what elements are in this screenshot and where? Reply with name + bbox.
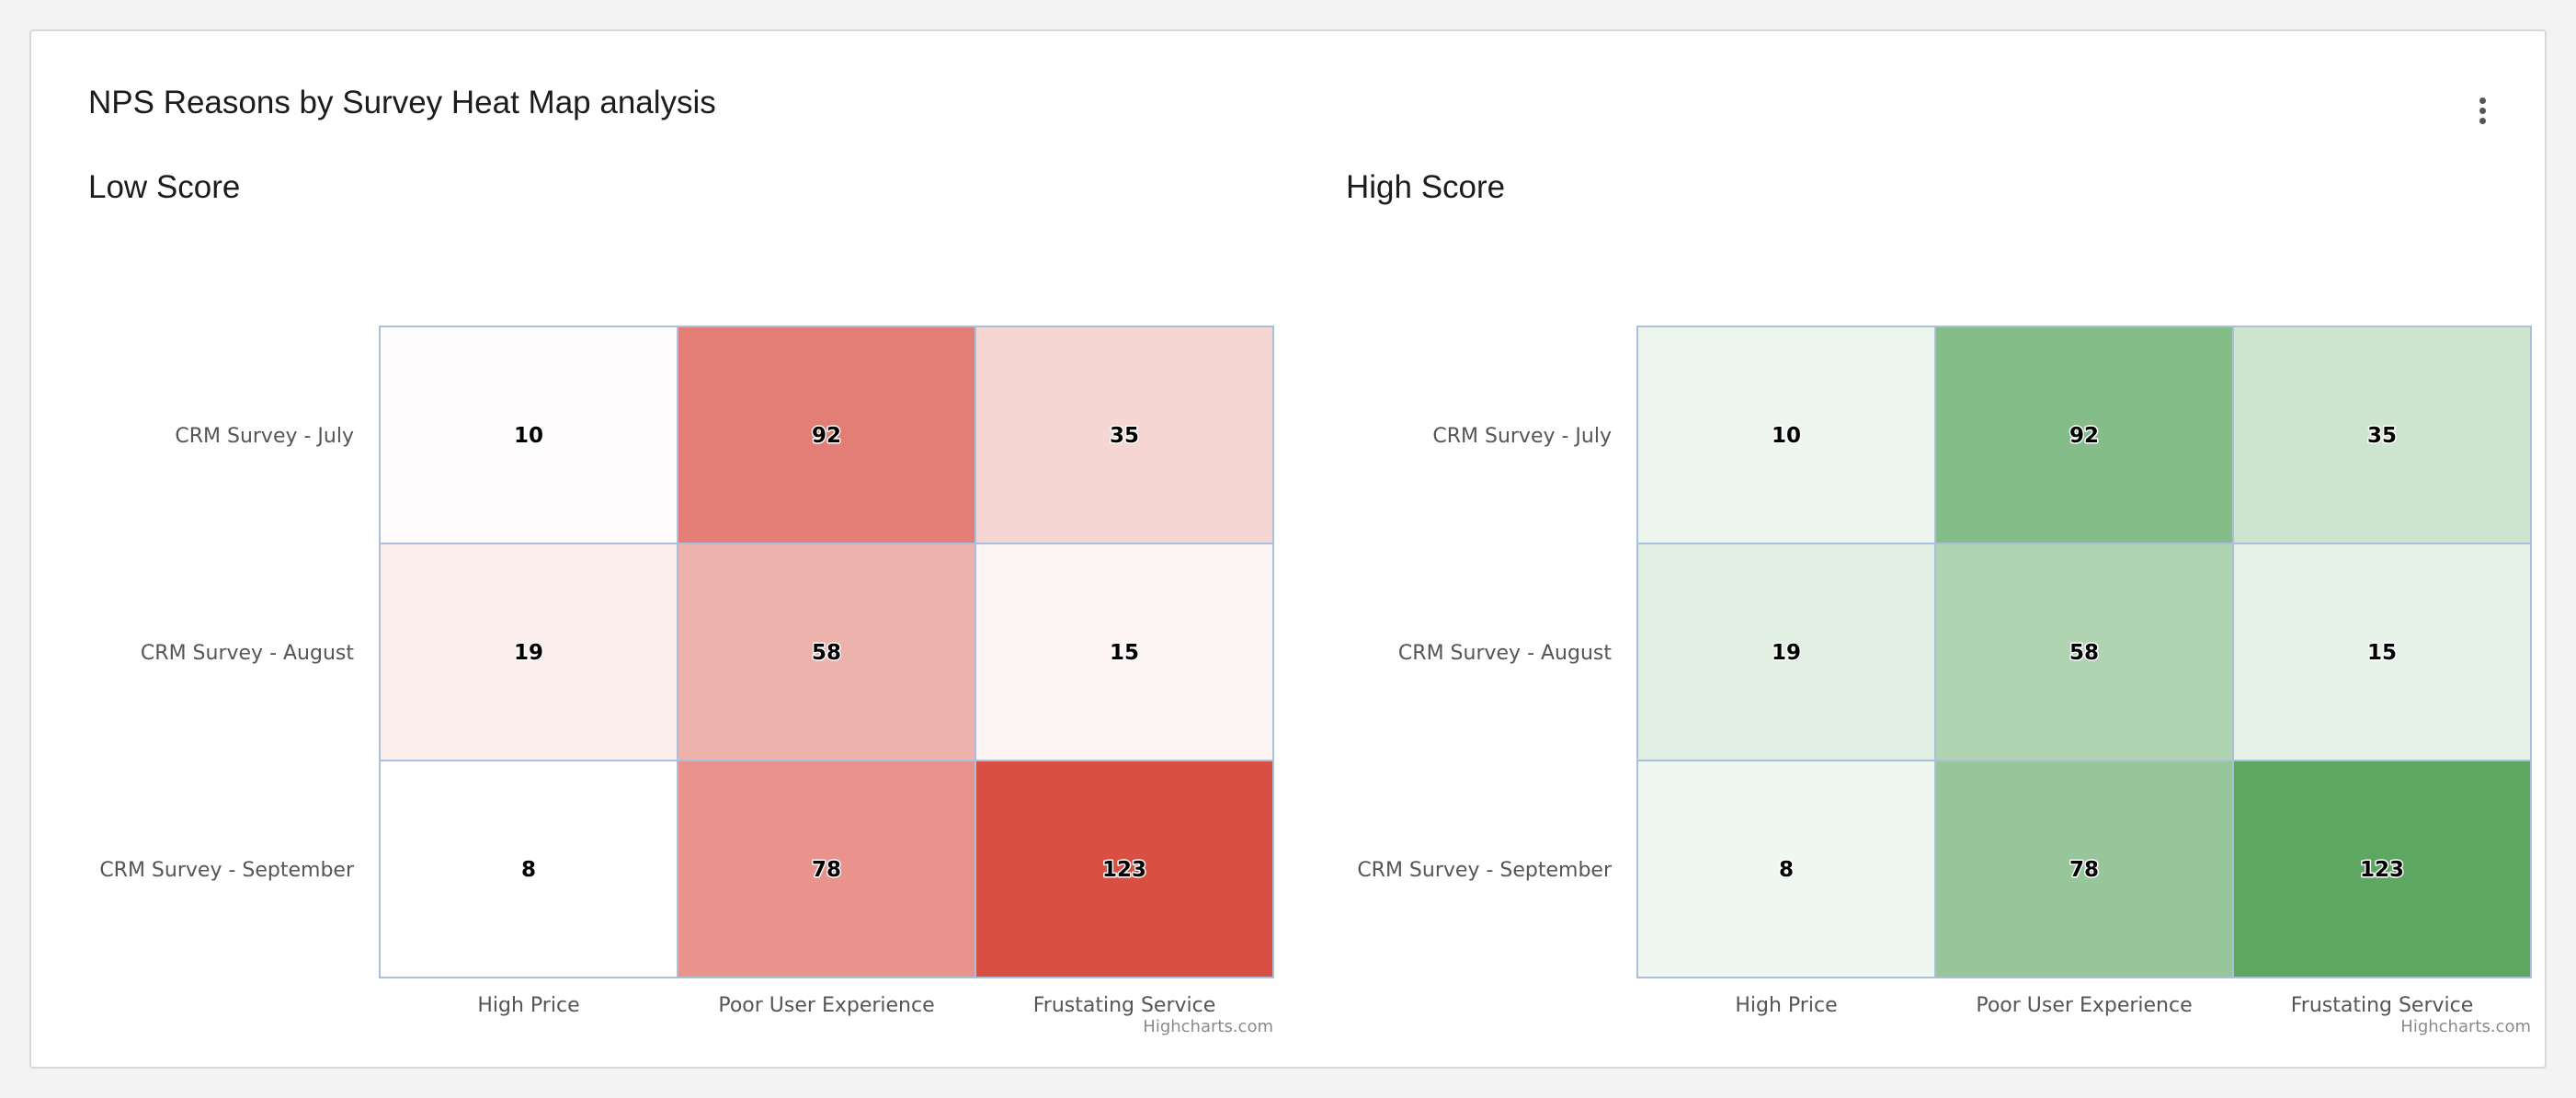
heatmap-cell[interactable] bbox=[2232, 760, 2532, 978]
heatmap-cell-label: 19 bbox=[1772, 641, 1801, 665]
heatmap-cell[interactable] bbox=[1636, 326, 1936, 544]
x-axis-label: Frustating Service bbox=[1033, 994, 1216, 1017]
heatmap-cell[interactable] bbox=[2232, 543, 2532, 761]
heatmap-cell-label: 8 bbox=[1779, 858, 1794, 882]
heatmap-cell-label: 78 bbox=[812, 858, 841, 882]
heatmap-cell[interactable] bbox=[1934, 543, 2234, 761]
high-score-title: High Score bbox=[1346, 169, 1506, 205]
heatmap-cell-label: 58 bbox=[812, 641, 841, 665]
high-score-heatmap: 10 92 35 19 58 15 8 78 123 CRM Survey - July CRM S… bbox=[1357, 326, 2532, 1036]
heatmap-cell-label: 15 bbox=[1110, 641, 1139, 665]
heatmap-cell[interactable] bbox=[975, 760, 1274, 978]
y-axis-label: CRM Survey - September bbox=[1357, 859, 1613, 882]
heatmap-cell-label: 35 bbox=[1110, 424, 1139, 448]
heatmap-cell-label: 10 bbox=[514, 424, 543, 448]
heatmap-cell-label: 123 bbox=[1102, 858, 1146, 882]
heatmap-cell[interactable] bbox=[2232, 326, 2532, 544]
heatmap-cell[interactable] bbox=[1934, 326, 2234, 544]
heatmap-cell-label: 35 bbox=[2367, 424, 2397, 448]
y-axis-label: CRM Survey - September bbox=[99, 859, 355, 882]
y-axis-label: CRM Survey - July bbox=[1432, 425, 1612, 448]
highcharts-credits-link[interactable]: Highcharts.com bbox=[2400, 1017, 2531, 1036]
heatmap-cell-label: 92 bbox=[2069, 424, 2099, 448]
low-score-title: Low Score bbox=[88, 169, 241, 205]
heatmap-cell[interactable] bbox=[975, 326, 1274, 544]
heatmap-cell-label: 8 bbox=[521, 858, 536, 882]
heatmap-cell[interactable] bbox=[379, 326, 678, 544]
heatmap-cell[interactable] bbox=[1636, 543, 1936, 761]
high-score-panel: High Score 10 92 35 19 58 15 8 78 123 CRM Survey … bbox=[1346, 169, 2576, 1052]
heatmap-cell[interactable] bbox=[1934, 760, 2234, 978]
y-axis-label: CRM Survey - August bbox=[141, 642, 354, 665]
y-axis-label: CRM Survey - August bbox=[1398, 642, 1612, 665]
widget-title: NPS Reasons by Survey Heat Map analysis bbox=[88, 85, 716, 120]
heatmap-cell[interactable] bbox=[379, 760, 678, 978]
x-axis-label: Poor User Experience bbox=[718, 994, 934, 1017]
more-vertical-icon[interactable] bbox=[2466, 86, 2499, 134]
heatmap-cell-label: 92 bbox=[812, 424, 841, 448]
heatmap-cell[interactable] bbox=[677, 760, 976, 978]
y-axis-label: CRM Survey - July bbox=[175, 425, 354, 448]
heatmap-cell-label: 19 bbox=[514, 641, 543, 665]
heatmap-cell-label: 10 bbox=[1772, 424, 1801, 448]
x-axis-label: Frustating Service bbox=[2291, 994, 2474, 1017]
low-score-panel: Low Score 10 92 35 19 58 15 8 78 123 CRM Survey -… bbox=[88, 169, 1348, 1052]
x-axis-label: High Price bbox=[477, 994, 579, 1017]
heatmap-cell-label: 15 bbox=[2367, 641, 2397, 665]
low-score-heatmap: 10 92 35 19 58 15 8 78 123 CRM Survey - July CRM S… bbox=[99, 326, 1274, 1036]
heatmap-cell-label: 123 bbox=[2360, 858, 2404, 882]
heatmap-cell[interactable] bbox=[379, 543, 678, 761]
x-axis-label: Poor User Experience bbox=[1976, 994, 2192, 1017]
heatmap-cell-label: 58 bbox=[2069, 641, 2099, 665]
heatmap-cell-label: 78 bbox=[2069, 858, 2099, 882]
heatmap-cell[interactable] bbox=[677, 326, 976, 544]
heatmap-widget-card: NPS Reasons by Survey Heat Map analysis … bbox=[29, 29, 2547, 1069]
x-axis-label: High Price bbox=[1735, 994, 1837, 1017]
highcharts-credits-link[interactable]: Highcharts.com bbox=[1143, 1017, 1273, 1036]
